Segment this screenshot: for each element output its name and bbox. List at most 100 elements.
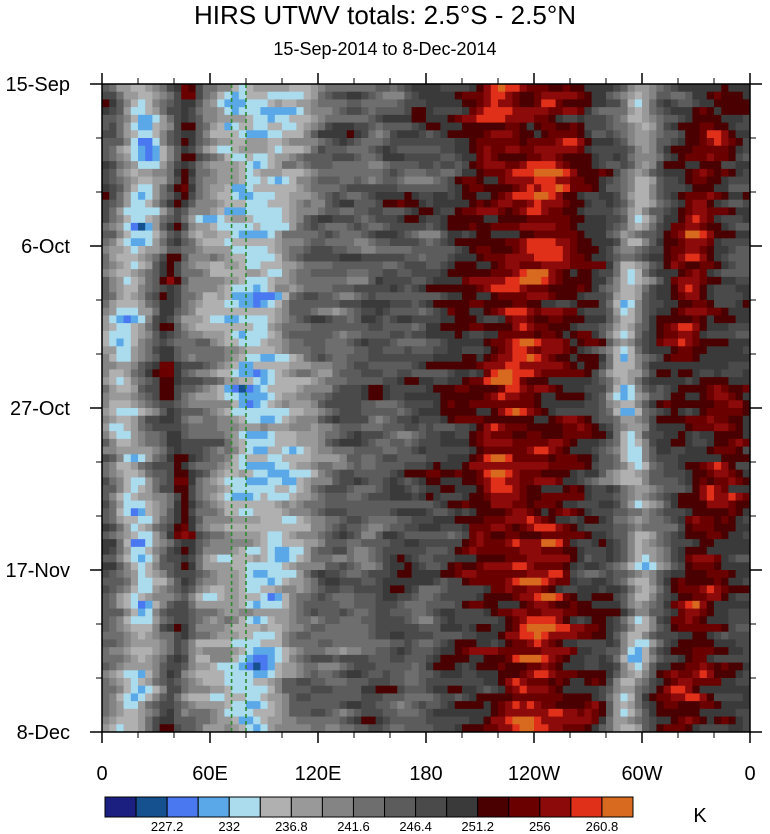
heatmap-cell [678, 354, 686, 363]
heatmap-cell [555, 392, 564, 401]
heatmap-cell [505, 168, 513, 178]
heatmap-cell [433, 261, 441, 270]
heatmap-cell [426, 384, 434, 394]
heatmap-cell [642, 346, 650, 355]
heatmap-cell [634, 184, 643, 193]
heatmap-cell [613, 377, 621, 386]
heatmap-cell [606, 253, 614, 263]
heatmap-cell [411, 330, 420, 340]
heatmap-cell [663, 323, 672, 332]
heatmap-cell [274, 361, 283, 371]
heatmap-cell [411, 230, 420, 239]
heatmap-cell [303, 215, 312, 224]
heatmap-cell [404, 292, 413, 301]
heatmap-cell [534, 438, 542, 448]
heatmap-cell [130, 276, 139, 286]
heatmap-cell [231, 431, 240, 440]
heatmap-cell [224, 253, 233, 263]
heatmap-cell [498, 300, 506, 309]
heatmap-cell [591, 269, 600, 278]
heatmap-cell [332, 107, 341, 116]
heatmap-cell [318, 130, 326, 139]
heatmap-cell [310, 261, 319, 270]
heatmap-cell [109, 485, 117, 494]
heatmap-cell [483, 138, 492, 147]
heatmap-cell [390, 323, 398, 332]
heatmap-cell [591, 292, 600, 301]
heatmap-cell [462, 269, 470, 278]
heatmap-cell [728, 99, 737, 108]
heatmap-cell [627, 238, 636, 247]
heatmap-cell [325, 469, 333, 479]
heatmap-cell [534, 500, 542, 509]
heatmap-cell [519, 392, 528, 401]
heatmap-cell [411, 145, 420, 155]
heatmap-cell [462, 238, 470, 247]
heatmap-cell [404, 315, 413, 324]
heatmap-cell [541, 99, 549, 108]
heatmap-cell [202, 415, 211, 425]
heatmap-cell [253, 408, 261, 417]
heatmap-cell [577, 161, 585, 170]
heatmap-cell [318, 215, 326, 224]
heatmap-cell [620, 400, 629, 409]
heatmap-cell [346, 508, 355, 517]
heatmap-cell [483, 392, 492, 401]
heatmap-cell [188, 307, 197, 317]
heatmap-cell [217, 323, 225, 332]
heatmap-cell [534, 330, 542, 340]
heatmap-cell [123, 492, 132, 502]
heatmap-cell [577, 454, 585, 463]
heatmap-cell [411, 492, 420, 502]
heatmap-cell [534, 485, 542, 494]
heatmap-cell [289, 361, 297, 371]
heatmap-cell [231, 91, 240, 101]
heatmap-cell [735, 400, 744, 409]
heatmap-cell [296, 500, 305, 509]
heatmap-cell [685, 84, 693, 93]
heatmap-cell [246, 246, 254, 255]
heatmap-cell [678, 122, 686, 131]
heatmap-cell [217, 269, 225, 278]
heatmap-cell [181, 369, 189, 378]
heatmap-cell [109, 238, 117, 247]
heatmap-cell [411, 107, 420, 116]
heatmap-cell [375, 377, 384, 386]
heatmap-cell [339, 392, 348, 401]
heatmap-cell [526, 415, 535, 425]
heatmap-cell [606, 153, 614, 162]
heatmap-cell [742, 161, 750, 170]
heatmap-cell [411, 508, 420, 517]
heatmap-cell [469, 323, 477, 332]
heatmap-cell [296, 261, 305, 270]
heatmap-cell [390, 199, 398, 209]
heatmap-cell [570, 161, 578, 170]
heatmap-cell [202, 238, 211, 247]
heatmap-cell [742, 292, 750, 301]
heatmap-cell [462, 454, 470, 463]
heatmap-cell [282, 230, 290, 239]
heatmap-cell [490, 284, 499, 293]
heatmap-cell [584, 492, 593, 502]
heatmap-cell [462, 207, 470, 216]
heatmap-cell [570, 207, 578, 216]
heatmap-cell [303, 408, 312, 417]
heatmap-cell [195, 431, 204, 440]
heatmap-cell [130, 138, 139, 147]
heatmap-cell [577, 176, 585, 185]
heatmap-cell [714, 431, 722, 440]
heatmap-cell [447, 138, 456, 147]
heatmap-cell [620, 423, 629, 432]
heatmap-cell [642, 323, 650, 332]
heatmap-cell [361, 338, 369, 347]
heatmap-cell [483, 369, 492, 378]
heatmap-cell [310, 207, 319, 216]
heatmap-cell [685, 122, 693, 131]
heatmap-cell [418, 415, 427, 425]
heatmap-cell [728, 261, 737, 270]
heatmap-cell [411, 84, 420, 93]
heatmap-cell [246, 215, 254, 224]
heatmap-cell [584, 84, 593, 93]
heatmap-cell [663, 269, 672, 278]
heatmap-cell [123, 138, 132, 147]
